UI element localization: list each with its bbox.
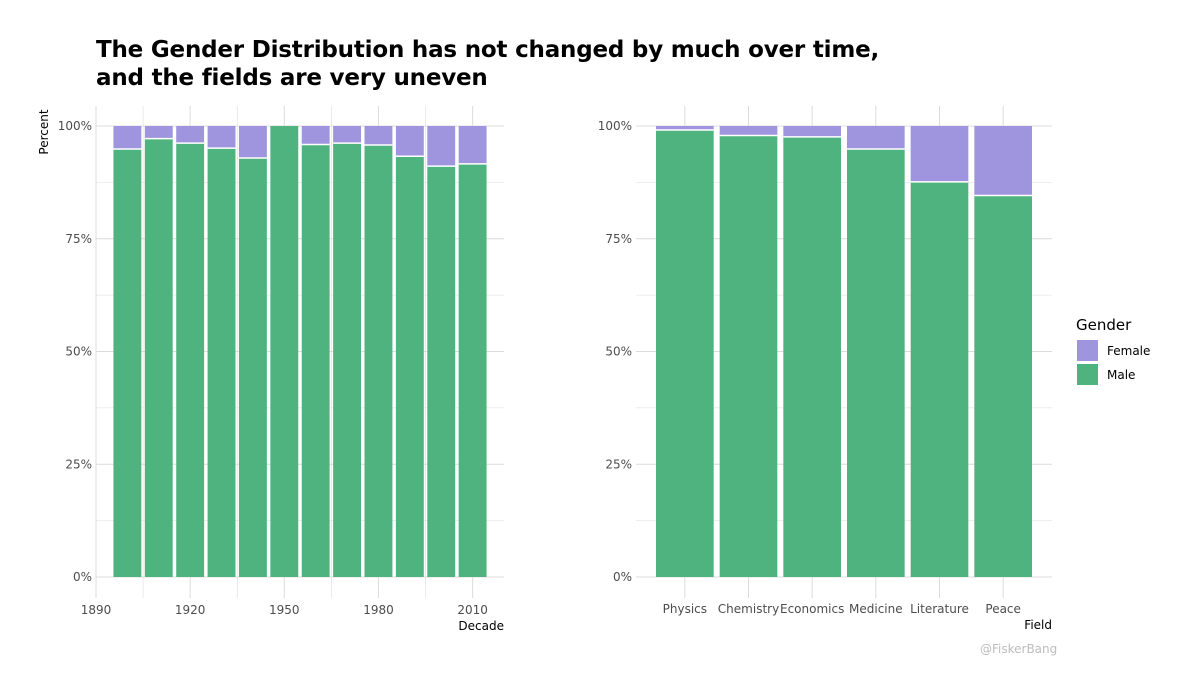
bar-male	[364, 144, 393, 577]
bar-female	[783, 126, 841, 137]
legend-title: Gender	[1076, 316, 1132, 334]
legend-label-female: Female	[1107, 344, 1150, 358]
x-tick-label: Literature	[910, 602, 969, 616]
chart-title: The Gender Distribution has not changed …	[96, 36, 879, 92]
bar-male	[176, 143, 205, 577]
bar-male	[270, 126, 299, 577]
bar-female	[719, 126, 778, 136]
bar-male	[458, 163, 487, 577]
y-tick-label: 0%	[73, 570, 92, 584]
bar-male	[333, 143, 362, 577]
legend-swatch-male	[1077, 364, 1098, 385]
x-tick-label: 1950	[269, 603, 300, 617]
bar-female	[113, 126, 142, 150]
bar-male	[719, 135, 778, 577]
bar-female	[238, 126, 267, 159]
bar-female	[364, 126, 393, 145]
bar-female	[333, 126, 362, 144]
y-axis-title: Percent	[37, 109, 51, 154]
x-axis-title: Field	[1024, 618, 1052, 632]
title-line-2: and the fields are very uneven	[96, 65, 488, 91]
y-tick-label: 75%	[605, 232, 632, 246]
bar-female	[458, 126, 487, 164]
bar-female	[656, 126, 714, 131]
x-axis-title: Decade	[458, 619, 504, 633]
bar-female	[427, 126, 456, 167]
bar-male	[427, 166, 456, 577]
bar-female	[395, 126, 424, 157]
x-tick-label: Medicine	[849, 602, 903, 616]
bar-female	[176, 126, 205, 144]
x-tick-label: Economics	[780, 602, 844, 616]
y-tick-label: 25%	[605, 457, 632, 471]
y-tick-label: 50%	[605, 345, 632, 359]
x-tick-label: Chemistry	[718, 602, 779, 616]
bar-male	[113, 149, 142, 577]
bar-male	[238, 158, 267, 577]
x-tick-label: Physics	[663, 602, 707, 616]
bar-female	[974, 126, 1032, 196]
bar-male	[301, 144, 330, 577]
x-tick-label: 1920	[175, 603, 206, 617]
bar-male	[910, 181, 969, 577]
bar-male	[395, 156, 424, 578]
bar-female	[301, 126, 330, 145]
bar-male	[783, 136, 841, 577]
bar-female	[847, 126, 905, 150]
y-tick-label: 25%	[65, 457, 92, 471]
bar-female	[207, 126, 236, 149]
bar-male	[144, 138, 173, 578]
y-tick-label: 0%	[613, 570, 632, 584]
y-tick-label: 100%	[598, 119, 632, 133]
bar-female	[144, 126, 173, 139]
bar-male	[656, 130, 714, 577]
x-tick-label: 1980	[363, 603, 394, 617]
x-tick-label: 2010	[457, 603, 488, 617]
bar-female	[910, 126, 969, 182]
bar-male	[974, 195, 1032, 578]
title-line-1: The Gender Distribution has not changed …	[96, 37, 880, 63]
legend-label-male: Male	[1107, 368, 1135, 382]
legend-swatch-female	[1077, 340, 1098, 361]
bar-male	[847, 149, 905, 577]
x-tick-label: 1890	[81, 603, 112, 617]
y-tick-label: 100%	[58, 119, 92, 133]
y-tick-label: 50%	[65, 345, 92, 359]
x-tick-label: Peace	[985, 602, 1021, 616]
bar-male	[207, 148, 236, 577]
y-tick-label: 75%	[65, 232, 92, 246]
credit-text: @FiskerBang	[980, 642, 1058, 656]
